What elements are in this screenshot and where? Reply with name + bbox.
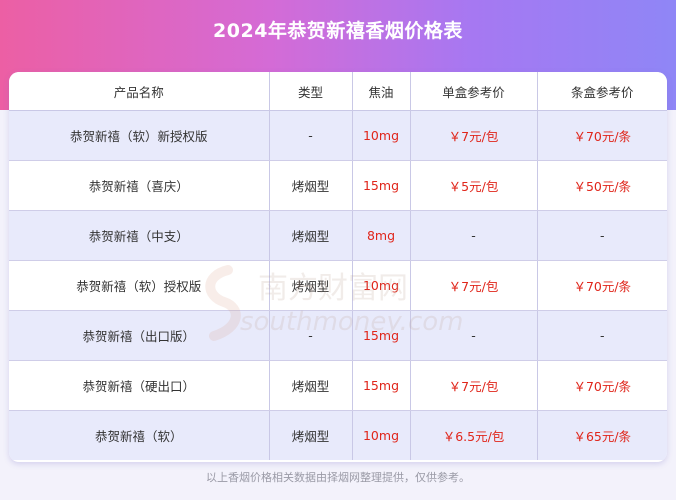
cell-product: 恭贺新禧（软）新授权版 — [9, 110, 270, 161]
column-header-product: 产品名称 — [9, 72, 270, 111]
table-header-row: 产品名称 类型 焦油 单盒参考价 条盒参考价 — [9, 72, 667, 111]
cell-tar: 8mg — [352, 210, 411, 261]
cell-tar: 10mg — [352, 260, 411, 311]
cell-type: - — [269, 310, 353, 361]
cell-tar: 10mg — [352, 410, 411, 460]
cell-tar: 15mg — [352, 160, 411, 211]
footnote: 以上香烟价格相关数据由择烟网整理提供，仅供参考。 — [206, 471, 470, 484]
cell-product: 恭贺新禧（硬出口） — [9, 360, 270, 411]
cell-pack-price: ￥6.5元/包 — [410, 410, 538, 460]
cell-product: 恭贺新禧（软）授权版 — [9, 260, 270, 311]
cell-pack-price: - — [410, 210, 538, 261]
cell-carton-price: ￥70元/条 — [537, 110, 667, 161]
cell-tar: 10mg — [352, 110, 411, 161]
cell-pack-price: ￥5元/包 — [410, 160, 538, 211]
cell-product: 恭贺新禧（中支） — [9, 210, 270, 261]
cell-product: 恭贺新禧（喜庆） — [9, 160, 270, 211]
cell-carton-price: ￥50元/条 — [537, 160, 667, 211]
cell-carton-price: ￥65元/条 — [537, 410, 667, 460]
cell-tar: 15mg — [352, 360, 411, 411]
cell-carton-price: - — [537, 210, 667, 261]
table-row: 恭贺新禧（喜庆） 烤烟型 15mg ￥5元/包 ￥50元/条 — [9, 160, 667, 211]
table-row: 恭贺新禧（软）新授权版 - 10mg ￥7元/包 ￥70元/条 — [9, 110, 667, 161]
table-row: 恭贺新禧（硬出口） 烤烟型 15mg ￥7元/包 ￥70元/条 — [9, 360, 667, 411]
table-row: 恭贺新禧（软） 烤烟型 10mg ￥6.5元/包 ￥65元/条 — [9, 410, 667, 460]
cell-product: 恭贺新禧（软） — [9, 410, 270, 460]
cell-carton-price: - — [537, 310, 667, 361]
column-header-tar: 焦油 — [352, 72, 411, 111]
cell-carton-price: ￥70元/条 — [537, 360, 667, 411]
cell-type: 烤烟型 — [269, 410, 353, 460]
table-row: 恭贺新禧（出口版） - 15mg - - — [9, 310, 667, 361]
price-table-card: 产品名称 类型 焦油 单盒参考价 条盒参考价 恭贺新禧（软）新授权版 - 10m… — [9, 72, 667, 462]
table-row: 恭贺新禧（软）授权版 烤烟型 10mg ￥7元/包 ￥70元/条 — [9, 260, 667, 311]
cell-tar: 15mg — [352, 310, 411, 361]
cell-pack-price: ￥7元/包 — [410, 360, 538, 411]
cell-type: 烤烟型 — [269, 360, 353, 411]
cell-pack-price: ￥7元/包 — [410, 110, 538, 161]
column-header-type: 类型 — [269, 72, 353, 111]
cell-pack-price: - — [410, 310, 538, 361]
cell-pack-price: ￥7元/包 — [410, 260, 538, 311]
cell-type: 烤烟型 — [269, 260, 353, 311]
column-header-carton-price: 条盒参考价 — [537, 72, 667, 111]
page-title: 2024年恭贺新禧香烟价格表 — [213, 20, 463, 42]
price-table: 产品名称 类型 焦油 单盒参考价 条盒参考价 恭贺新禧（软）新授权版 - 10m… — [9, 72, 667, 460]
cell-type: - — [269, 110, 353, 161]
cell-carton-price: ￥70元/条 — [537, 260, 667, 311]
table-row: 恭贺新禧（中支） 烤烟型 8mg - - — [9, 210, 667, 261]
cell-product: 恭贺新禧（出口版） — [9, 310, 270, 361]
column-header-pack-price: 单盒参考价 — [410, 72, 538, 111]
cell-type: 烤烟型 — [269, 160, 353, 211]
cell-type: 烤烟型 — [269, 210, 353, 261]
